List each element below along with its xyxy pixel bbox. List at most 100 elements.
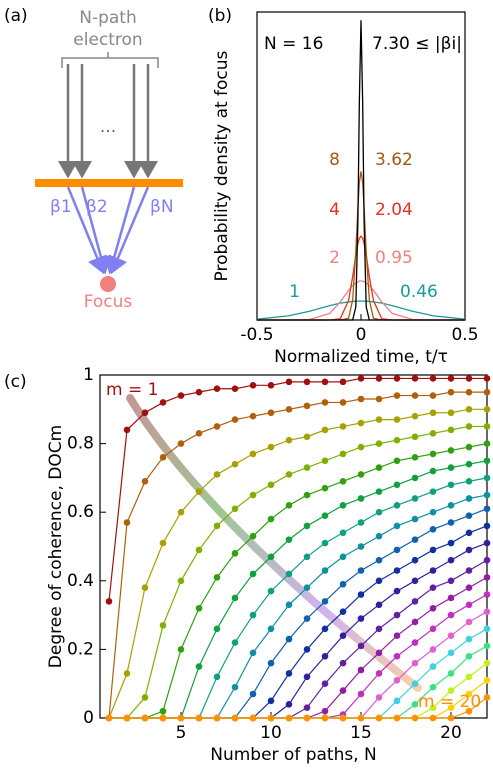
data-point xyxy=(213,471,221,478)
data-point xyxy=(411,680,419,687)
data-point xyxy=(303,522,311,530)
data-point xyxy=(465,584,473,591)
data-point xyxy=(465,707,473,715)
data-point xyxy=(447,577,455,585)
data-point xyxy=(393,436,401,444)
data-point xyxy=(249,450,257,458)
beta-label: β1 xyxy=(50,197,72,217)
data-point xyxy=(375,532,383,540)
data-point xyxy=(393,522,401,530)
focus-spot xyxy=(100,276,116,292)
data-point xyxy=(393,567,401,574)
data-point xyxy=(285,601,293,609)
panel-a: (a) N-path electron ··· β1 β2 βN Focus xyxy=(4,6,183,312)
data-point xyxy=(483,642,491,650)
data-point xyxy=(447,556,455,564)
data-point xyxy=(483,676,491,684)
y-tick-label: 0.8 xyxy=(67,434,94,454)
y-tick-label: 0 xyxy=(83,708,94,728)
data-point xyxy=(105,598,113,605)
data-point xyxy=(375,375,383,382)
data-point xyxy=(411,454,419,461)
data-point xyxy=(195,430,203,437)
data-point xyxy=(267,381,275,389)
y-tick-label: 0.6 xyxy=(67,502,94,522)
data-point xyxy=(231,639,239,646)
data-point xyxy=(483,659,491,667)
data-point xyxy=(429,450,437,458)
data-point xyxy=(393,502,401,509)
data-point xyxy=(357,543,365,550)
data-point xyxy=(483,591,491,598)
data-point xyxy=(231,505,239,513)
data-point xyxy=(429,430,437,437)
data-point xyxy=(483,539,491,547)
data-point xyxy=(285,570,293,578)
beta-label: βN xyxy=(150,197,174,217)
data-point xyxy=(303,673,311,681)
data-point xyxy=(339,399,347,406)
x-tick-label: -0.5 xyxy=(240,325,273,345)
data-point xyxy=(249,491,257,499)
data-point xyxy=(465,690,473,698)
data-point xyxy=(249,690,257,698)
data-point xyxy=(465,512,473,519)
data-point xyxy=(249,412,257,420)
data-point xyxy=(123,426,131,434)
data-point xyxy=(447,464,455,471)
data-point xyxy=(339,378,347,386)
data-point xyxy=(249,532,257,540)
data-point xyxy=(429,704,437,712)
data-point xyxy=(303,615,311,622)
data-point xyxy=(429,646,437,653)
data-point xyxy=(357,666,365,674)
data-point xyxy=(177,508,185,516)
data-point xyxy=(231,683,239,691)
data-point xyxy=(357,395,365,403)
data-point xyxy=(375,694,383,701)
data-point xyxy=(213,423,221,430)
data-point xyxy=(231,550,239,557)
data-point xyxy=(447,632,455,639)
data-point xyxy=(447,519,455,526)
data-point xyxy=(465,673,473,681)
series-line xyxy=(108,408,487,719)
data-point xyxy=(483,556,491,564)
data-point xyxy=(303,491,311,499)
data-point xyxy=(249,611,257,619)
data-point xyxy=(447,670,455,677)
series-line xyxy=(257,20,465,321)
data-point xyxy=(483,522,491,530)
data-point xyxy=(213,714,221,722)
data-point xyxy=(483,423,491,430)
data-point xyxy=(465,495,473,502)
data-point xyxy=(141,478,149,485)
data-point xyxy=(231,416,239,423)
x-tick-label: 20 xyxy=(440,723,462,743)
data-point xyxy=(483,608,491,615)
data-point xyxy=(177,577,185,585)
data-point xyxy=(339,608,347,615)
data-point xyxy=(321,512,329,519)
data-point xyxy=(447,649,455,657)
data-point xyxy=(411,515,419,523)
data-point xyxy=(357,471,365,478)
data-point xyxy=(195,546,203,554)
series-label: N = 16 xyxy=(264,34,323,54)
data-point xyxy=(447,426,455,434)
series-line xyxy=(256,300,466,320)
x-tick-label: 0.5 xyxy=(451,325,478,345)
data-point xyxy=(177,440,185,447)
series-line xyxy=(257,235,465,321)
diagram-title: electron xyxy=(73,30,142,50)
data-point xyxy=(411,412,419,420)
data-point xyxy=(375,577,383,585)
data-point xyxy=(393,546,401,554)
data-point xyxy=(213,385,221,393)
data-point xyxy=(357,615,365,622)
data-point xyxy=(411,536,419,543)
data-point xyxy=(429,714,437,722)
data-point xyxy=(339,478,347,485)
data-point xyxy=(339,714,347,722)
series-line xyxy=(257,280,465,321)
